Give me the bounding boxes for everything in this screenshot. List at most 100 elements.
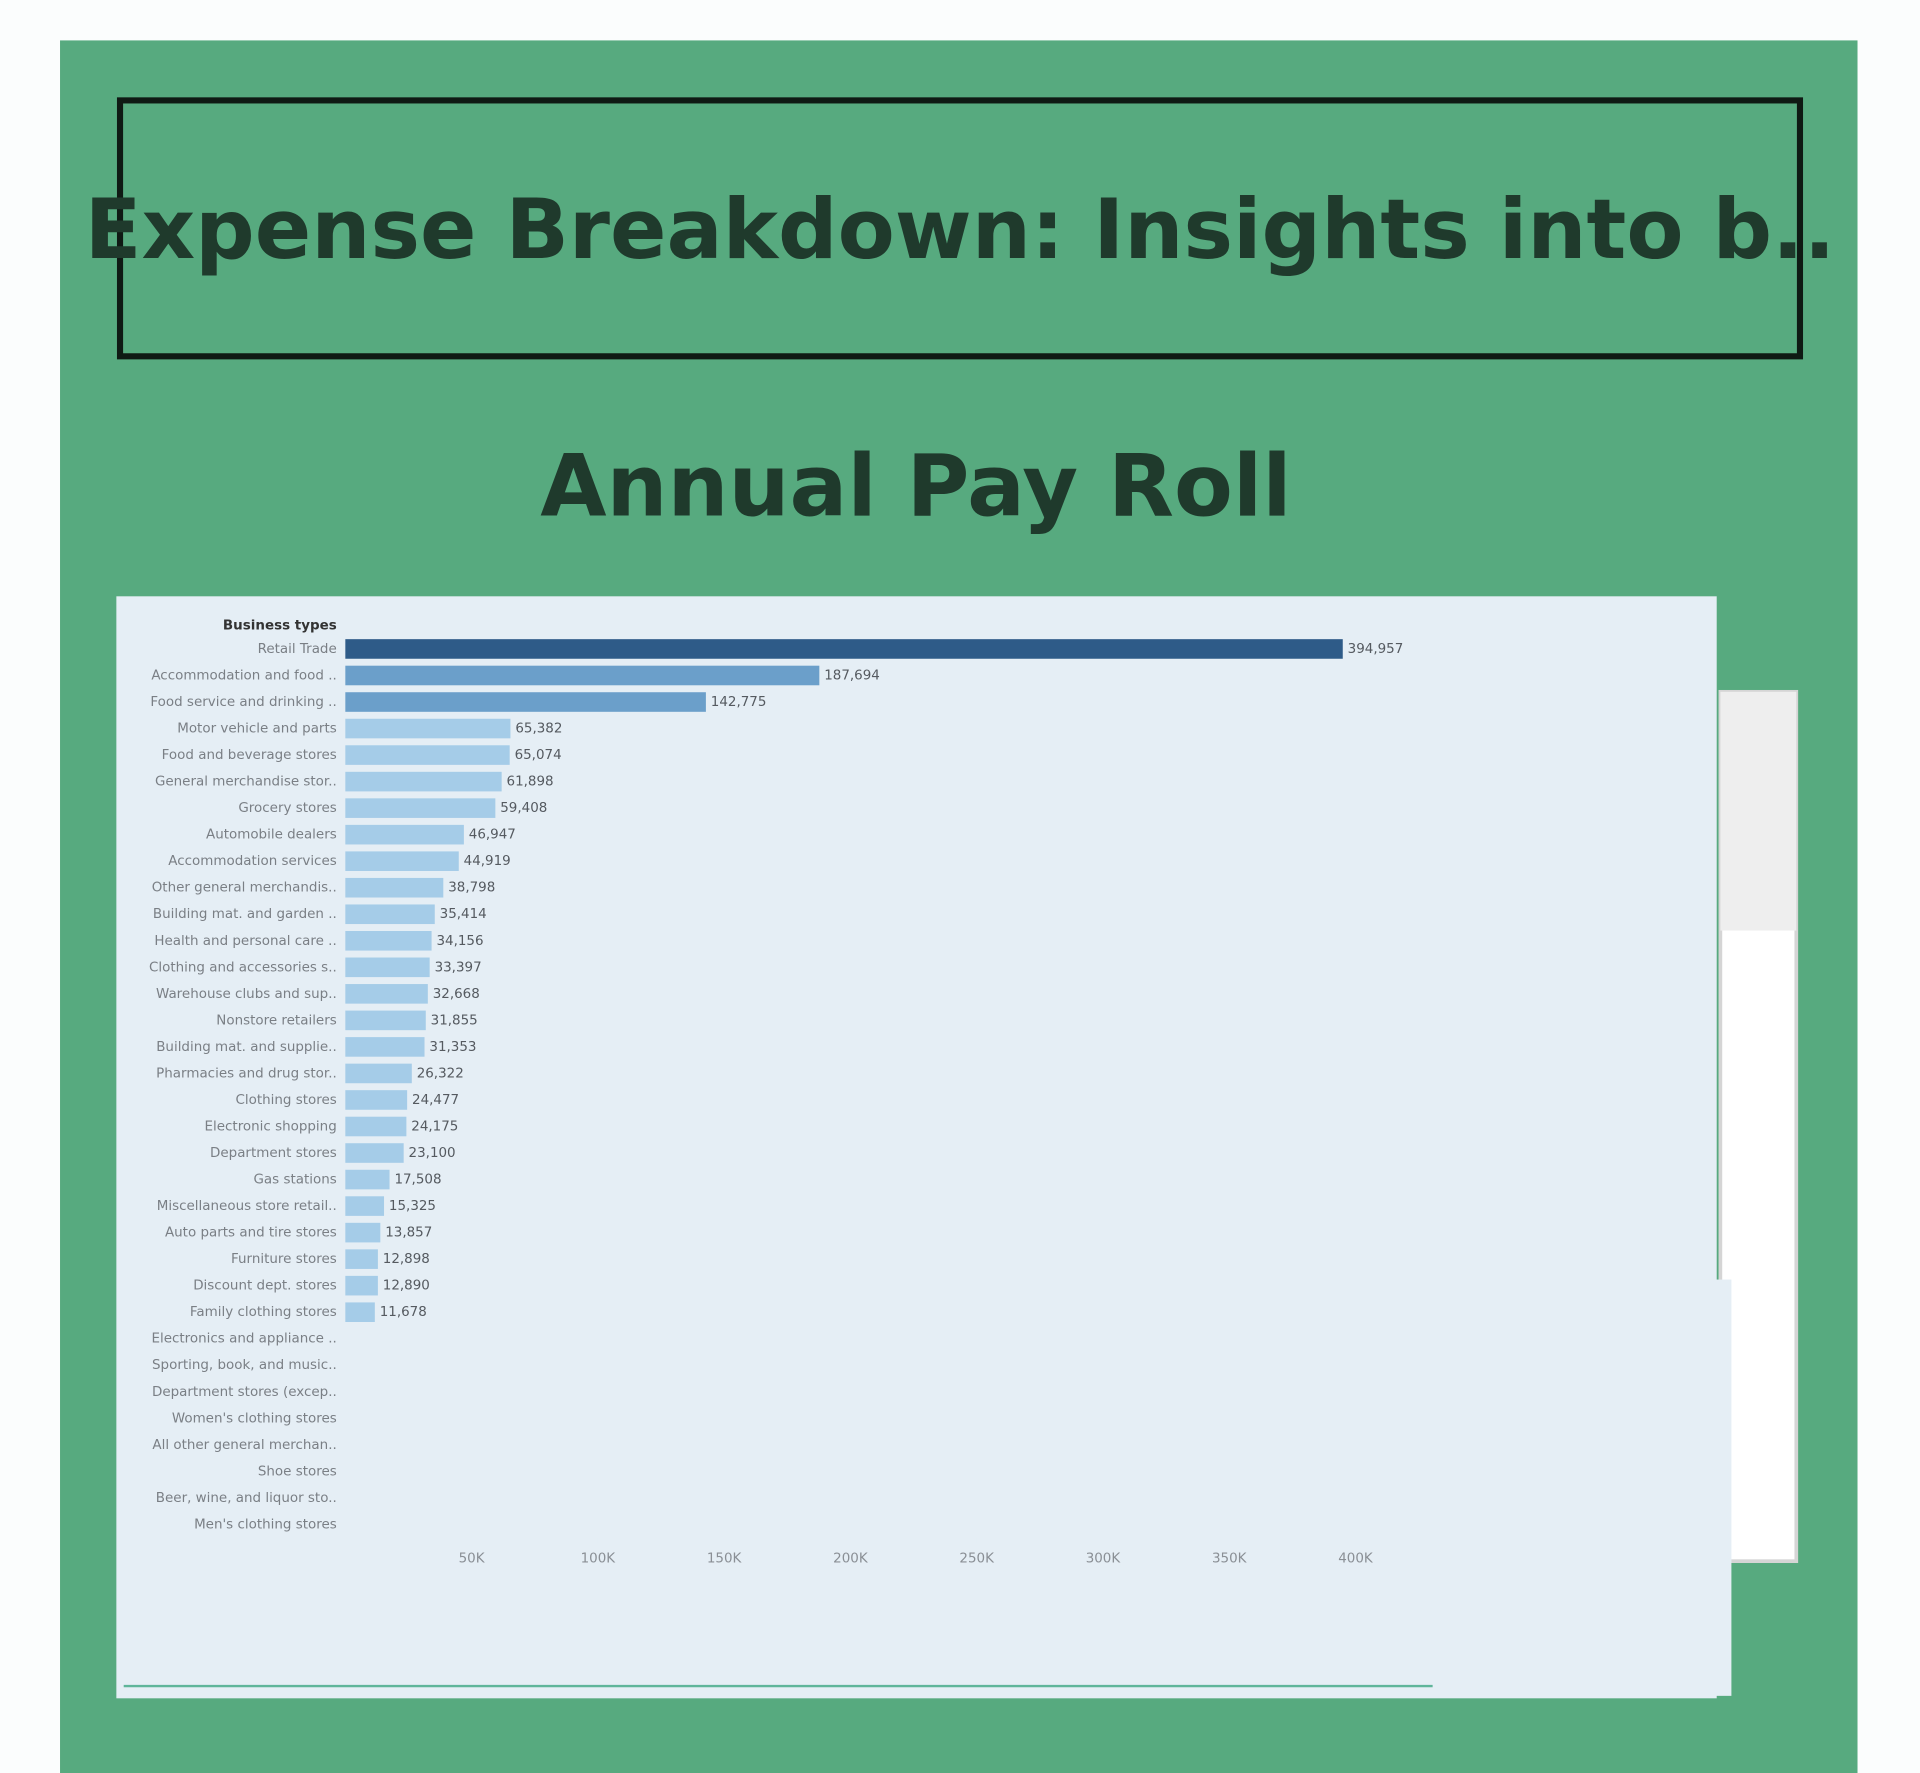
bar	[345, 771, 502, 792]
y-tick-label: Nonstore retailers	[216, 1013, 336, 1028]
y-tick-label: Department stores	[210, 1146, 337, 1161]
y-tick-label: Shoe stores	[258, 1464, 337, 1479]
y-tick-label: Clothing and accessories s..	[149, 960, 337, 975]
bar	[345, 1037, 425, 1057]
data-label: 33,397	[435, 960, 482, 975]
bar	[345, 718, 511, 739]
data-label: 34,156	[436, 934, 483, 949]
y-tick-label: Women's clothing stores	[172, 1411, 337, 1426]
y-tick-label: Furniture stores	[231, 1252, 337, 1267]
y-tick-label: Department stores (excep..	[152, 1385, 337, 1400]
y-tick-label: Gas stations	[253, 1173, 336, 1188]
bar	[345, 824, 464, 845]
side-panel-header	[1720, 691, 1797, 931]
data-label: 394,957	[1348, 642, 1404, 657]
dashboard-title: Expense Breakdown: Insights into b..	[85, 181, 1836, 278]
data-label: 187,694	[824, 668, 880, 683]
y-tick-label: Warehouse clubs and sup..	[156, 987, 337, 1002]
data-label: 35,414	[440, 907, 487, 922]
data-label: 32,668	[433, 987, 480, 1002]
bar	[345, 1275, 378, 1296]
bar	[345, 1302, 375, 1322]
bar	[345, 665, 820, 686]
bar	[345, 1063, 412, 1084]
y-tick-label: Other general merchandis..	[152, 881, 337, 896]
x-tick-label: 50K	[459, 1552, 486, 1567]
y-tick-label: Discount dept. stores	[193, 1279, 337, 1294]
y-tick-label: Clothing stores	[235, 1093, 336, 1108]
data-label: 142,775	[711, 695, 767, 710]
y-tick-label: Accommodation services	[168, 854, 336, 869]
y-tick-label: Retail Trade	[258, 642, 337, 657]
bar	[345, 957, 430, 978]
data-label: 23,100	[409, 1146, 456, 1161]
bar	[345, 1169, 390, 1190]
x-tick-label: 150K	[707, 1552, 743, 1567]
data-label: 31,353	[429, 1040, 476, 1055]
bar	[345, 1116, 407, 1137]
data-label: 44,919	[464, 854, 511, 869]
data-label: 13,857	[385, 1226, 432, 1241]
data-label: 17,508	[394, 1173, 441, 1188]
bar	[345, 745, 510, 765]
y-tick-label: Miscellaneous store retail..	[157, 1199, 337, 1214]
chart-panel-edge	[1689, 1279, 1732, 1696]
data-label: 24,477	[412, 1093, 459, 1108]
y-tick-label: Electronic shopping	[205, 1119, 337, 1134]
x-tick-label: 350K	[1212, 1552, 1248, 1567]
y-tick-label: Beer, wine, and liquor sto..	[156, 1491, 337, 1506]
title-box	[116, 97, 1804, 360]
bar	[345, 639, 1343, 659]
bar	[345, 692, 706, 712]
data-label: 15,325	[389, 1199, 436, 1214]
bar	[345, 1249, 378, 1269]
y-tick-label: Motor vehicle and parts	[177, 722, 337, 737]
data-label: 11,678	[380, 1305, 427, 1320]
y-tick-label: All other general merchan..	[152, 1438, 336, 1453]
bar	[345, 984, 428, 1004]
bar	[345, 1143, 404, 1163]
y-tick-label: Men's clothing stores	[194, 1517, 337, 1532]
y-tick-label: General merchandise stor..	[155, 775, 337, 790]
y-tick-label: Grocery stores	[238, 801, 336, 816]
y-tick-label: Family clothing stores	[190, 1305, 337, 1320]
bar	[345, 877, 444, 898]
data-label: 24,175	[411, 1119, 458, 1134]
chart-title: Annual Pay Roll	[540, 437, 1291, 537]
y-tick-label: Food and beverage stores	[162, 748, 337, 763]
bar	[345, 798, 496, 818]
y-tick-label: Building mat. and supplie..	[156, 1040, 337, 1055]
y-tick-label: Automobile dealers	[206, 828, 337, 843]
x-tick-label: 250K	[959, 1552, 995, 1567]
x-tick-label: 200K	[833, 1552, 869, 1567]
plot: 50K 100K 150K 200K 250K 300K 350K 400K Retail Tr…	[149, 639, 1403, 1567]
y-tick-label: Sporting, book, and music..	[152, 1358, 337, 1373]
y-axis-title: Business types	[223, 619, 337, 634]
bar	[345, 904, 435, 925]
data-label: 12,898	[383, 1252, 430, 1267]
data-label: 31,855	[431, 1013, 478, 1028]
y-tick-label: Pharmacies and drug stor..	[156, 1066, 337, 1081]
y-tick-label: Electronics and appliance ..	[151, 1332, 336, 1347]
x-tick-label: 300K	[1086, 1552, 1122, 1567]
bar	[345, 930, 432, 951]
data-label: 38,798	[448, 881, 495, 896]
y-tick-label: Accommodation and food ..	[151, 668, 336, 683]
y-tick-label: Auto parts and tire stores	[165, 1226, 337, 1241]
data-label: 61,898	[507, 775, 554, 790]
data-label: 46,947	[469, 828, 516, 843]
x-tick-label: 100K	[581, 1552, 617, 1567]
x-tick-label: 400K	[1338, 1552, 1374, 1567]
bar	[345, 1196, 385, 1216]
y-tick-label: Food service and drinking ..	[150, 695, 336, 710]
data-label: 12,890	[383, 1279, 430, 1294]
bar	[345, 1222, 381, 1243]
data-label: 59,408	[500, 801, 547, 816]
bar	[345, 1010, 426, 1031]
bar	[345, 851, 459, 871]
data-label: 65,382	[515, 722, 562, 737]
bar	[345, 1090, 408, 1110]
y-tick-label: Building mat. and garden ..	[153, 907, 337, 922]
